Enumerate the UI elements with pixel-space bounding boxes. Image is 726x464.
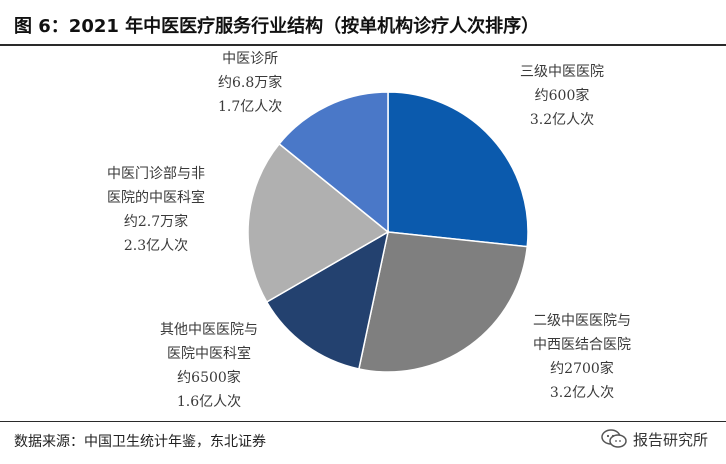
slice-label-clinic-department: 中医门诊部与非 医院的中医科室 约2.7万家 2.3亿人次 [107,162,205,258]
slice-label-line: 中西医结合医院 [533,337,631,353]
slice-label-line: 2.3亿人次 [123,238,189,254]
slice-label-line: 3.2亿人次 [529,112,595,128]
title-bar: 图 6：2021 年中医医疗服务行业结构（按单机构诊疗人次排序） [0,0,726,46]
slice-label-line: 约600家 [534,88,590,104]
slice-label-line: 1.7亿人次 [218,99,283,115]
slice-tcm-clinic [278,91,389,234]
slice-label-line: 二级中医医院与 [533,313,631,329]
slice-label-level2-hospital: 二级中医医院与 中西医结合医院 约2700家 3.2亿人次 [533,309,631,405]
slice-label-line: 医院的中医科室 [107,190,205,206]
slice-other-hospital [265,230,390,370]
chart-title: 图 6：2021 年中医医疗服务行业结构（按单机构诊疗人次排序） [14,16,540,37]
source-bar: 数据来源：中国卫生统计年鉴，东北证券 报告研究所 [0,421,726,464]
slice-label-line: 约6500家 [177,370,241,386]
slice-label-line: 约6.8万家 [218,75,283,91]
slice-label-line: 约2700家 [550,361,614,377]
slice-label-line: 其他中医医院与 [160,322,258,338]
slice-label-line: 中医门诊部与非 [107,166,205,182]
slice-label-line: 约2.7万家 [123,214,189,230]
slice-label-line: 中医诊所 [222,51,279,67]
slice-level3-hospital [387,91,529,248]
watermark: 报告研究所 [601,428,708,450]
data-source: 数据来源：中国卫生统计年鉴，东北证券 [14,434,266,450]
slice-label-line: 三级中医医院 [520,64,604,80]
slice-label-tcm-clinic: 中医诊所约6.8万家 1.7亿人次 [218,47,282,119]
slice-clinic-department [247,142,390,304]
watermark-text: 报告研究所 [632,430,708,449]
slice-label-line: 1.6亿人次 [176,394,242,410]
slice-label-line: 3.2亿人次 [549,385,615,401]
slice-level2-hospital [358,231,529,373]
slice-label-level3-hospital: 三级中医医院 约600家 3.2亿人次 [520,60,604,132]
slice-label-other-hospital: 其他中医医院与 医院中医科室 约6500家 1.6亿人次 [160,318,258,414]
slice-label-line: 医院中医科室 [167,346,251,362]
wechat-icon [601,429,627,448]
pie-chart [247,91,529,373]
